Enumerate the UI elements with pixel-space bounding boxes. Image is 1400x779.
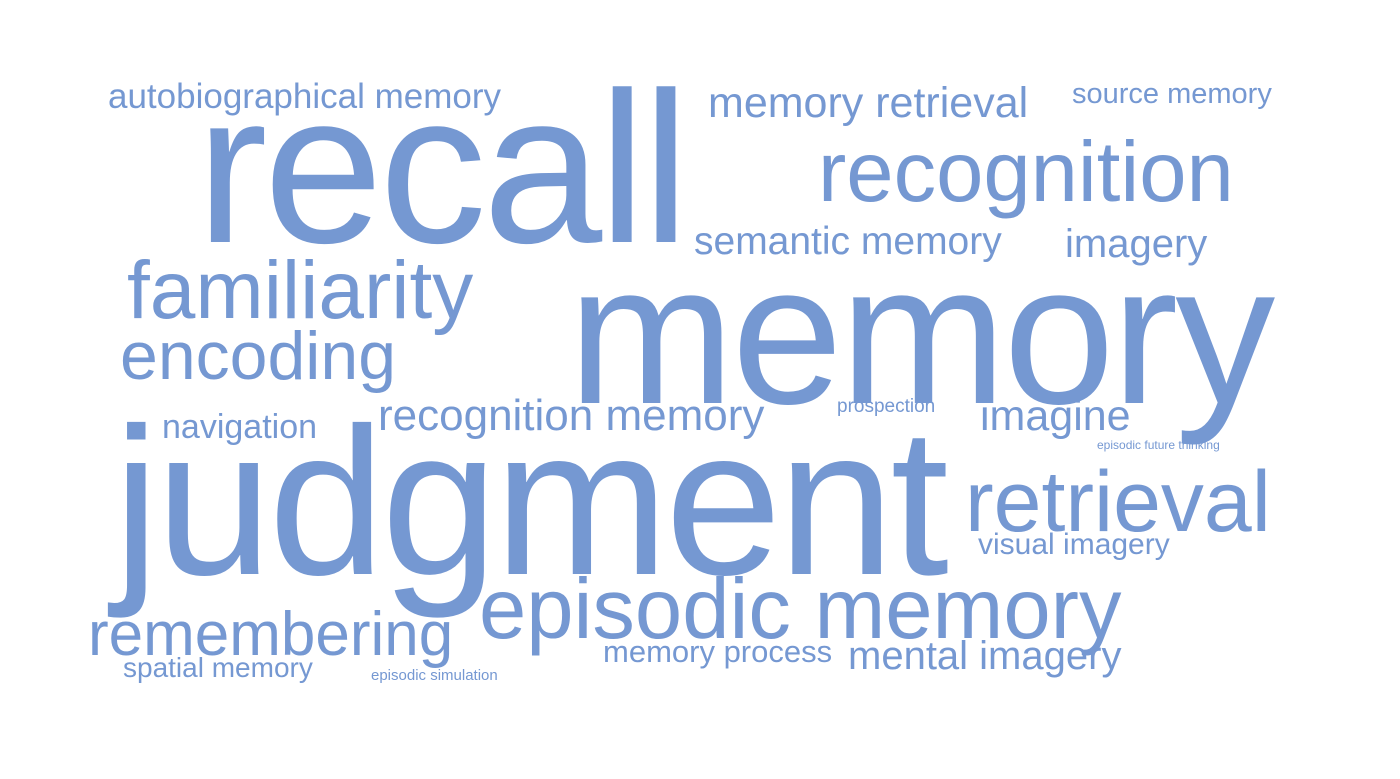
word-imagine: imagine <box>980 392 1131 440</box>
word-spatial-memory: spatial memory <box>123 652 313 683</box>
word-navigation: navigation <box>162 408 318 446</box>
word-episodic-simulation: episodic simulation <box>371 667 498 684</box>
word-semantic-memory: semantic memory <box>694 220 1002 263</box>
word-visual-imagery: visual imagery <box>978 528 1170 561</box>
word-memory-retrieval: memory retrieval <box>708 79 1029 127</box>
word-autobiographical-memory: autobiographical memory <box>108 77 501 116</box>
word-source-memory: source memory <box>1072 78 1272 110</box>
word-remembering: remembering <box>88 600 454 669</box>
word-encoding: encoding <box>120 318 397 394</box>
word-memory: memory <box>568 223 1275 446</box>
word-recognition-memory: recognition memory <box>378 391 765 440</box>
word-retrieval: retrieval <box>965 454 1271 550</box>
word-imagery: imagery <box>1065 222 1208 266</box>
word-recognition: recognition <box>818 125 1234 220</box>
word-recall: recall <box>196 47 690 288</box>
word-memory-process: memory process <box>603 634 833 669</box>
word-familiarity: familiarity <box>127 245 474 336</box>
word-mental-imagery: mental imagery <box>848 634 1122 678</box>
word-prospection: prospection <box>837 396 936 417</box>
word-episodic-memory: episodic memory <box>479 562 1122 657</box>
word-episodic-future-thinking: episodic future thinking <box>1097 438 1220 452</box>
word-judgment: judgment <box>113 384 949 619</box>
